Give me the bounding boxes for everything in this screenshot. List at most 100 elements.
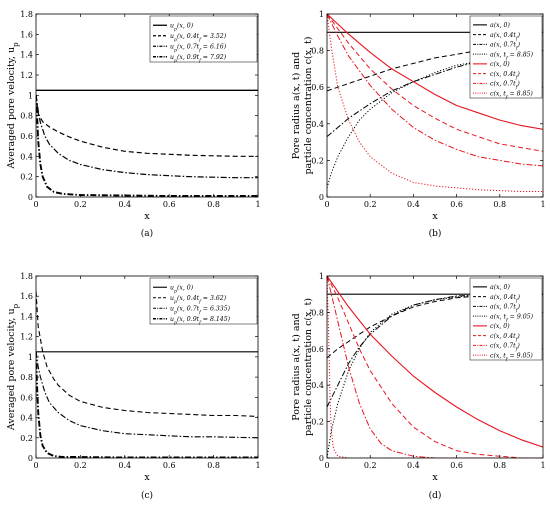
legend-entry: up(x, 0) xyxy=(170,284,194,294)
y-tick-label: 1.8 xyxy=(20,272,33,281)
legend-entry: c(x, 0.7tf) xyxy=(490,343,520,353)
axes-frame xyxy=(35,275,259,459)
y-tick-label: 0.2 xyxy=(311,156,324,165)
legend-entry: c(x, 0) xyxy=(490,61,510,68)
series-line-c-1 xyxy=(36,291,258,418)
panel-c: 0 0.2 0.4 0.6 0.8 1 0 0.2 0.4 0.6 0.8 1 1.2 1.4 1.6 1.8… xyxy=(6,272,261,501)
y-tick-label: 0.2 xyxy=(20,173,33,182)
legend: up(x, 0)up(x, 0.4tf = 3.52)up(x, 0.7tf =… xyxy=(149,15,258,64)
legend-entry: up(x, 0.7tf = 6.16) xyxy=(170,43,227,53)
series-line-a-3 xyxy=(36,95,258,197)
y-axis-label-line1: Pore radius a(x, t) and xyxy=(291,313,302,420)
x-tick-label: 0.6 xyxy=(163,200,176,209)
legend-entry: up(x, 0.7tf = 6.335) xyxy=(170,305,231,315)
panel-d: 0 0.2 0.4 0.6 0.8 1 0 0.2 0.4 0.6 0.8 1 x Pore radius… xyxy=(291,272,546,501)
legend-entry: a(x, 0.4tf) xyxy=(490,32,521,42)
x-tick-label: 0.4 xyxy=(118,461,131,470)
series-line-b-4 xyxy=(327,14,543,130)
legend-entry: up(x, 0.4tf = 3.62) xyxy=(170,295,227,305)
legend-box xyxy=(149,277,258,325)
x-tick-label: 0.2 xyxy=(74,200,87,209)
y-axis-label: Averaged pore velocity, up xyxy=(6,303,20,431)
y-tick-label: 1 xyxy=(319,10,324,19)
legend-entry: up(x, 0) xyxy=(170,22,194,32)
x-tick-label: 0.8 xyxy=(493,200,506,209)
legend-entry: up(x, 0.4tf = 3.52) xyxy=(170,33,227,43)
legend-entry: c(x, tf = 8.85) xyxy=(490,90,533,100)
x-axis-label: x xyxy=(432,211,438,222)
x-tick-label: 0.8 xyxy=(207,461,220,470)
x-tick-label: 0 xyxy=(324,200,329,209)
y-tick-label: 0.4 xyxy=(311,120,324,129)
x-tick-label: 1 xyxy=(540,461,545,470)
y-tick-label: 0.8 xyxy=(20,373,33,382)
series-line-b-7 xyxy=(327,14,543,192)
y-tick-label: 0.6 xyxy=(311,83,324,92)
y-tick-label: 0.2 xyxy=(20,434,33,443)
series-line-d-2 xyxy=(327,293,543,408)
panel-label: (b) xyxy=(429,228,442,239)
y-tick-label: 0.6 xyxy=(311,345,324,354)
x-axis-label: x xyxy=(144,472,150,483)
legend-entry: c(x, 0.4tf) xyxy=(490,333,520,343)
legend-entry: a(x, 0.7tf) xyxy=(490,42,521,52)
y-tick-label: 0.6 xyxy=(20,132,33,141)
x-tick-label: 0.2 xyxy=(364,461,377,470)
axes-frame xyxy=(326,13,544,198)
legend: a(x, 0) a(x, 0.4tf)a(x, 0.7tf)a(x, tf = 9… xyxy=(469,277,543,362)
y-tick-label: 0 xyxy=(28,193,33,202)
series-group xyxy=(36,89,258,197)
panel-label: (c) xyxy=(141,490,153,501)
y-tick-label: 1 xyxy=(28,353,33,362)
y-tick-label: 1 xyxy=(28,91,33,100)
legend-entry: up(x, 0.9tf = 8.145) xyxy=(170,316,231,326)
x-axis-label: x xyxy=(432,472,438,483)
panel-a: 0 0.2 0.4 0.6 0.8 1 0 0.2 0.4 0.6 0.8 1 1.2 1.4 1.6 1.8… xyxy=(6,10,261,239)
x-tick-label: 1 xyxy=(540,200,545,209)
y-tick-label: 1.8 xyxy=(20,10,33,19)
y-tick-label: 0.4 xyxy=(20,414,33,423)
x-tick-label: 1 xyxy=(255,461,260,470)
series-line-d-7 xyxy=(327,276,543,458)
panel-label: (d) xyxy=(429,490,442,501)
y-tick-label: 0.2 xyxy=(311,418,324,427)
series-line-b-6 xyxy=(327,14,543,167)
y-tick-label: 1 xyxy=(319,272,324,281)
x-tick-label: 0.8 xyxy=(207,200,220,209)
series-line-d-6 xyxy=(327,276,543,458)
y-tick-label: 0 xyxy=(28,454,33,463)
x-tick-label: 0 xyxy=(324,461,329,470)
y-tick-label: 0 xyxy=(319,193,324,202)
y-axis-label-line2: particle concentration c(x, t) xyxy=(303,298,314,436)
y-axis-label-line1: Pore radius a(x, t) and xyxy=(291,52,302,159)
series-line-a-2 xyxy=(36,95,258,179)
legend-entry: c(x, 0.4tf) xyxy=(490,71,520,81)
legend-entry: c(x, 0) xyxy=(490,323,510,330)
axes-frame xyxy=(35,13,259,198)
x-tick-label: 0 xyxy=(33,200,38,209)
series-line-c-3 xyxy=(36,351,258,458)
y-tick-label: 0.8 xyxy=(311,47,324,56)
y-tick-label: 1.2 xyxy=(20,333,33,342)
legend-entry: a(x, 0.7tf) xyxy=(490,304,521,314)
series-line-d-4 xyxy=(327,276,543,448)
y-tick-label: 1.4 xyxy=(20,51,33,60)
legend-box xyxy=(469,15,543,99)
legend-entry: a(x, tf = 8.85) xyxy=(490,51,534,61)
y-tick-label: 0.4 xyxy=(311,381,324,390)
x-tick-label: 0.6 xyxy=(163,461,176,470)
x-tick-label: 0.2 xyxy=(74,461,87,470)
y-tick-label: 0.8 xyxy=(20,112,33,121)
y-tick-label: 1.6 xyxy=(20,30,33,39)
x-tick-label: 0.6 xyxy=(450,200,463,209)
series-line-a-1 xyxy=(36,95,258,157)
y-tick-label: 1.6 xyxy=(20,292,33,301)
x-tick-label: 0.2 xyxy=(364,200,377,209)
y-tick-label: 0 xyxy=(319,454,324,463)
legend-entry: up(x, 0.9tf = 7.92) xyxy=(170,54,227,64)
x-tick-label: 0.8 xyxy=(493,461,506,470)
y-axis-label: Averaged pore velocity, up xyxy=(6,42,20,170)
legend-entry: a(x, tf = 9.05) xyxy=(490,313,534,323)
y-tick-label: 0.6 xyxy=(20,393,33,402)
x-axis-label: x xyxy=(144,211,150,222)
